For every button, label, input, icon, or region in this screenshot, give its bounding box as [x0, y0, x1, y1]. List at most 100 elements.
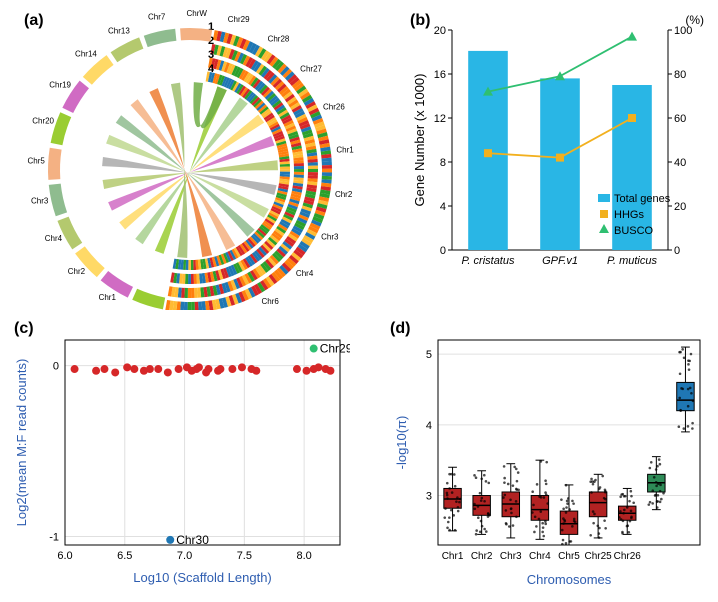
jitter [593, 513, 596, 516]
heat-seg [280, 169, 290, 172]
y2-label: (%) [685, 13, 704, 27]
jitter [446, 482, 449, 485]
scatter-point [252, 367, 260, 375]
chr-label-left: Chr3 [31, 196, 49, 205]
jitter [541, 531, 544, 534]
scatter-point [92, 367, 100, 375]
point-label: Chr29 [320, 342, 350, 356]
bar-svg: 048121620020406080100P. cristatusGPF.v1P… [410, 10, 710, 290]
jitter [620, 518, 623, 521]
jitter [561, 529, 564, 532]
jitter [512, 484, 515, 487]
jitter [618, 516, 621, 519]
jitter [592, 522, 595, 525]
jitter [544, 479, 547, 482]
cat-label: P. cristatus [462, 255, 515, 267]
ideogram-seg [180, 28, 212, 42]
panel-d-label: (d) [390, 320, 410, 338]
jitter [651, 502, 654, 505]
jitter [562, 517, 565, 520]
legend-label: Total genes [614, 193, 671, 205]
jitter [656, 465, 659, 468]
jitter [598, 536, 601, 539]
box [677, 382, 694, 410]
scatter-point [71, 365, 79, 373]
xtick: 7.0 [177, 550, 192, 562]
jitter [681, 348, 684, 351]
jitter [477, 505, 480, 508]
cat-label: P. muticus [607, 255, 657, 267]
jitter [447, 521, 450, 524]
heat-seg [188, 274, 191, 284]
ideogram-seg [111, 37, 144, 62]
jitter [691, 422, 694, 425]
jitter [660, 498, 663, 501]
jitter [515, 488, 518, 491]
jitter [487, 515, 490, 518]
heat-seg [322, 176, 332, 180]
jitter [565, 506, 568, 509]
scatter-point-chr30 [166, 536, 174, 544]
panel-d-boxplot: (d) 345Chr1Chr2Chr3Chr4Chr5Chr25Chr26Chr… [390, 320, 710, 590]
jitter [626, 506, 629, 509]
jitter [657, 482, 660, 485]
bar [540, 78, 580, 250]
ribbon [193, 82, 226, 128]
jitter [507, 483, 510, 486]
y2-tick-label: 80 [674, 69, 686, 81]
track-num: 4 [208, 63, 215, 75]
jitter [455, 500, 458, 503]
x-label: Chromosomes [527, 572, 612, 587]
y1-tick-label: 12 [434, 113, 446, 125]
heat-seg [188, 260, 191, 270]
marker-triangle [555, 71, 565, 80]
jitter [594, 479, 597, 482]
jitter [629, 520, 632, 523]
jitter [475, 533, 478, 536]
jitter [621, 531, 624, 534]
jitter [624, 495, 627, 498]
jitter [504, 494, 507, 497]
jitter [592, 483, 595, 486]
jitter [483, 528, 486, 531]
heat-seg [294, 166, 304, 169]
jitter [473, 503, 476, 506]
heat-seg [191, 274, 194, 284]
scatter-point [326, 367, 334, 375]
panel-c-label: (c) [14, 320, 34, 338]
jitter [560, 498, 563, 501]
jitter [598, 527, 601, 530]
jitter [655, 481, 658, 484]
chr-label-right: Chr4 [296, 269, 314, 278]
jitter [443, 516, 446, 519]
box [589, 492, 606, 517]
heat-seg [185, 274, 188, 284]
ribbon [106, 135, 269, 218]
jitter [657, 494, 660, 497]
heat-seg [191, 302, 195, 310]
chr-label-right: Chr6 [261, 297, 279, 306]
heat-seg [308, 162, 318, 166]
jitter [475, 476, 478, 479]
jitter [510, 508, 513, 511]
heat-seg [294, 169, 304, 172]
jitter [512, 524, 515, 527]
jitter [454, 485, 457, 488]
jitter [687, 425, 690, 428]
cat-label: Chr3 [500, 551, 522, 562]
jitter [483, 500, 486, 503]
jitter [542, 526, 545, 529]
jitter [544, 523, 547, 526]
jitter [689, 387, 692, 390]
jitter [565, 542, 568, 545]
chr-label-right: Chr29 [228, 15, 250, 24]
jitter [649, 501, 652, 504]
jitter [601, 475, 604, 478]
jitter [688, 368, 691, 371]
jitter [604, 488, 607, 491]
jitter [655, 468, 658, 471]
ytick: 4 [426, 420, 432, 432]
heat-seg [322, 165, 332, 169]
jitter [683, 357, 686, 360]
ideogram-seg [48, 148, 62, 180]
